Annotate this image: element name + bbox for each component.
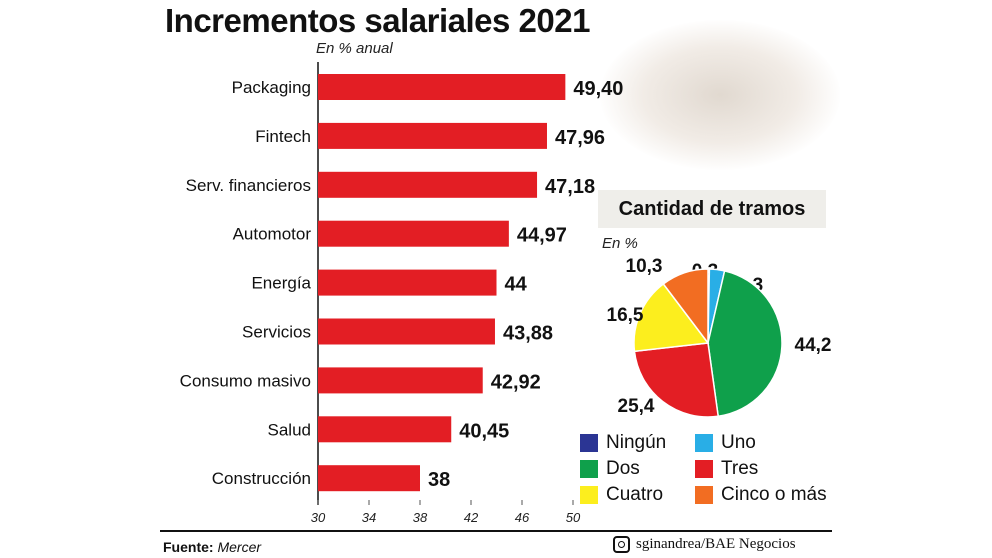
pie-slice-tres <box>633 342 720 418</box>
pie-slice-cinco-o-m-s <box>662 268 709 346</box>
value-label: 38 <box>428 469 450 491</box>
category-label: Salud <box>268 420 311 439</box>
legend-item: Cinco o más <box>695 484 845 506</box>
legend-label: Tres <box>721 458 759 479</box>
bar-servicios <box>318 318 495 345</box>
credit-text: sginandrea/BAE Negocios <box>636 536 796 552</box>
pie-label: 10,3 <box>626 256 663 277</box>
category-label: Consumo masivo <box>180 371 311 390</box>
category-label: Servicios <box>242 323 311 342</box>
value-label: 42,92 <box>491 371 541 393</box>
legend-label: Dos <box>606 458 640 479</box>
category-label: Automotor <box>233 225 312 244</box>
source-value: Mercer <box>217 539 262 555</box>
pie-title: Cantidad de tramos <box>598 190 826 228</box>
x-tick-label: 34 <box>362 510 376 525</box>
legend-label: Ningún <box>606 432 667 453</box>
bar-energ-a <box>318 269 497 296</box>
category-label: Serv. financieros <box>186 176 311 195</box>
legend-label: Cinco o más <box>721 484 827 505</box>
x-tick-label: 50 <box>566 510 581 525</box>
pie-unit-label: En % <box>602 235 638 252</box>
category-label: Packaging <box>232 78 311 97</box>
x-tick-label: 42 <box>464 510 479 525</box>
legend-swatch <box>580 486 598 504</box>
bar-construcci-n <box>318 465 420 492</box>
pie-slice-cuatro <box>633 282 710 353</box>
pie-label: 16,5 <box>607 305 644 326</box>
value-label: 43,88 <box>503 323 553 345</box>
legend-swatch <box>580 434 598 452</box>
legend-item: Cuatro <box>580 484 695 506</box>
value-label: 44 <box>505 274 528 296</box>
bar-serv-financieros <box>318 171 538 198</box>
legend-item: Dos <box>580 458 695 480</box>
legend-swatch <box>580 460 598 478</box>
pie-label: 25,4 <box>618 396 655 417</box>
pie-label: 44,2 <box>795 335 832 356</box>
value-label: 40,45 <box>459 420 509 442</box>
bar-unit-label: En % anual <box>316 40 393 57</box>
legend-label: Uno <box>721 432 756 453</box>
value-label: 47,18 <box>545 176 595 198</box>
bar-automotor <box>318 220 509 247</box>
legend-item: Tres <box>695 458 845 480</box>
x-tick-label: 38 <box>413 510 428 525</box>
value-label: 44,97 <box>517 225 567 247</box>
category-label: Construcción <box>212 469 311 488</box>
instagram-icon <box>613 536 630 553</box>
x-tick-label: 30 <box>311 510 326 525</box>
bar-consumo-masivo <box>318 367 483 394</box>
value-label: 47,96 <box>555 127 605 149</box>
source: Fuente: Mercer <box>163 539 261 555</box>
legend-label: Cuatro <box>606 484 664 505</box>
category-label: Energía <box>251 274 311 293</box>
chart-title: Incrementos salariales 2021 <box>165 2 590 39</box>
source-label: Fuente: <box>163 539 214 555</box>
bar-packaging <box>318 74 566 100</box>
hands-money-photo <box>600 20 840 170</box>
legend-item: Ningún <box>580 432 695 454</box>
legend-swatch <box>695 460 713 478</box>
legend-swatch <box>695 486 713 504</box>
bar-salud <box>318 416 452 443</box>
credit: sginandrea/BAE Negocios <box>613 536 796 553</box>
pie-legend: Ningún Uno Dos Tres Cuatro Cinco o más <box>580 432 845 506</box>
bar-fintech <box>318 122 547 149</box>
footer-rule <box>160 530 832 532</box>
pie-slice-dos <box>707 269 783 418</box>
legend-swatch <box>695 434 713 452</box>
category-label: Fintech <box>255 127 311 146</box>
value-label: 49,40 <box>573 78 623 100</box>
x-tick-label: 46 <box>515 510 530 525</box>
legend-item: Uno <box>695 432 845 454</box>
